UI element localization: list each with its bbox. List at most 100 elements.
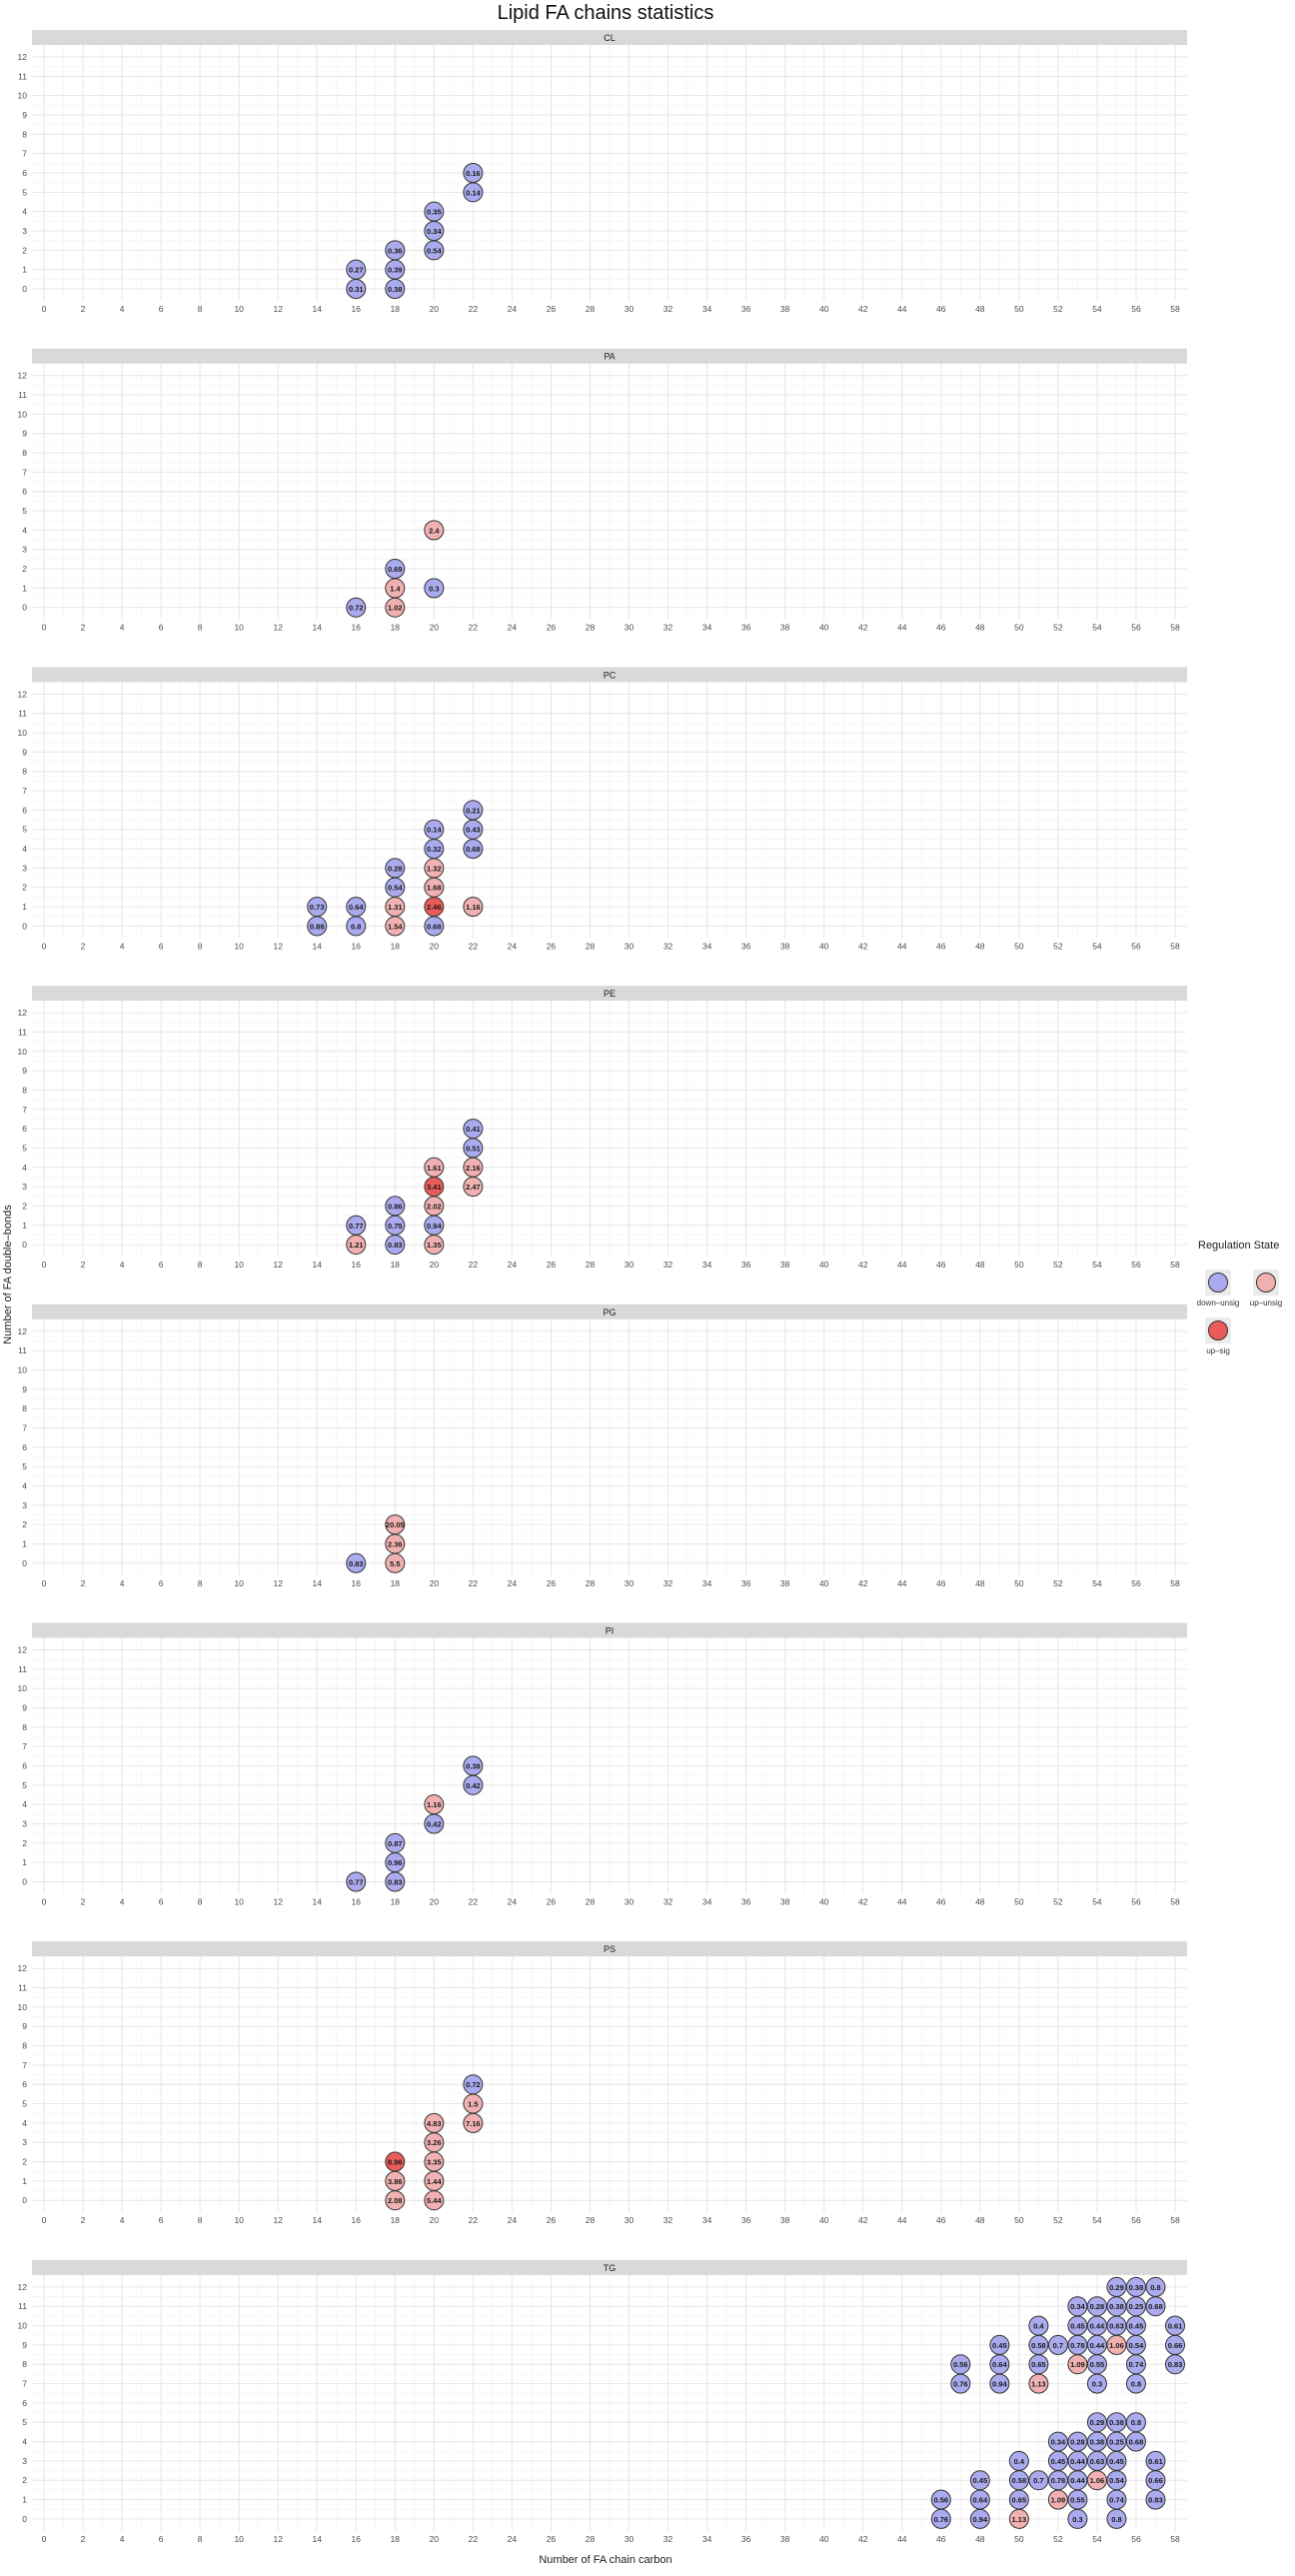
x-tick-label: 52 [1053, 623, 1063, 633]
y-tick-label: 9 [22, 1703, 27, 1713]
data-label: 0.87 [388, 1839, 403, 1848]
y-tick-label: 12 [18, 1645, 28, 1655]
y-tick-label: 5 [22, 1780, 27, 1790]
data-label: 0.14 [466, 188, 481, 197]
y-tick-label: 4 [22, 2118, 27, 2128]
y-tick-label: 12 [18, 1963, 28, 1973]
x-tick-label: 54 [1092, 1578, 1102, 1588]
data-label: 0.68 [1129, 2438, 1144, 2447]
x-tick-label: 42 [858, 1897, 868, 1907]
y-tick-label: 9 [22, 429, 27, 439]
y-tick-label: 1 [22, 2495, 27, 2505]
data-label: 0.16 [466, 169, 481, 178]
x-tick-label: 28 [586, 1897, 596, 1907]
facet-strip-label: PI [606, 1626, 615, 1636]
x-tick-label: 12 [273, 2215, 283, 2225]
data-point [385, 2151, 406, 2172]
data-label: 0.83 [1148, 2496, 1163, 2505]
x-tick-label: 44 [897, 623, 907, 633]
x-tick-label: 26 [547, 2215, 557, 2225]
data-label: 0.69 [388, 565, 403, 574]
data-point [930, 2489, 951, 2510]
x-tick-label: 56 [1131, 1897, 1141, 1907]
data-label: 1.4 [390, 584, 401, 593]
x-tick-label: 48 [975, 2215, 985, 2225]
data-label: 0.8 [1131, 2380, 1141, 2389]
y-tick-label: 2 [22, 1201, 27, 1211]
facet-strip [32, 986, 1187, 1002]
data-label: 1.16 [427, 1800, 442, 1809]
data-label: 0.38 [1129, 2283, 1144, 2292]
y-tick-label: 10 [18, 2002, 28, 2012]
y-tick-label: 11 [18, 1027, 27, 1037]
x-tick-label: 20 [430, 941, 440, 951]
data-label: 0.76 [953, 2380, 968, 2389]
x-tick-label: 20 [430, 304, 440, 314]
data-label: 0.55 [1090, 2360, 1105, 2369]
y-tick-label: 9 [22, 2340, 27, 2350]
x-tick-label: 8 [198, 2534, 203, 2544]
x-tick-label: 58 [1170, 304, 1180, 314]
x-tick-label: 0 [42, 2534, 47, 2544]
facet-strip-label: PG [603, 1307, 616, 1317]
data-label: 0.41 [466, 1125, 481, 1134]
data-point [1086, 2296, 1107, 2317]
y-tick-label: 2 [22, 1838, 27, 1848]
x-tick-label: 58 [1170, 2215, 1180, 2225]
x-tick-label: 44 [897, 1897, 907, 1907]
legend-label-up-sig: up–sig [1206, 1346, 1230, 1355]
data-label: 0.96 [388, 1858, 403, 1867]
x-tick-label: 52 [1053, 2215, 1063, 2225]
x-tick-label: 46 [936, 941, 946, 951]
x-tick-label: 10 [234, 2215, 244, 2225]
legend-item-down-unsig: down–unsig [1194, 1270, 1242, 1307]
x-tick-label: 38 [780, 2534, 790, 2544]
data-label: 1.68 [427, 884, 442, 893]
data-label: 0.42 [466, 1781, 481, 1790]
data-label: 0.56 [953, 2360, 968, 2369]
data-label: 0.38 [466, 1762, 481, 1771]
x-tick-label: 30 [625, 1260, 635, 1270]
data-point [463, 2074, 484, 2095]
x-tick-label: 20 [430, 2215, 440, 2225]
x-tick-label: 6 [159, 2215, 164, 2225]
x-tick-label: 2 [81, 623, 86, 633]
data-label: 0.45 [973, 2476, 988, 2485]
data-label: 0.44 [1090, 2322, 1105, 2331]
y-tick-label: 4 [22, 525, 27, 535]
data-point [346, 597, 367, 618]
data-label: 0.44 [1070, 2457, 1085, 2466]
data-label: 1.54 [388, 922, 403, 931]
data-point [969, 2470, 990, 2491]
data-label: 1.06 [1109, 2341, 1124, 2350]
y-tick-label: 8 [22, 1722, 27, 1732]
y-tick-label: 12 [18, 2282, 28, 2292]
data-point [1008, 2450, 1029, 2471]
data-point [463, 800, 484, 821]
data-label: 0.4 [1033, 2322, 1044, 2331]
data-label: 0.8 [1111, 2515, 1121, 2524]
x-tick-label: 52 [1053, 1578, 1063, 1588]
x-tick-label: 24 [508, 941, 518, 951]
y-tick-label: 7 [22, 149, 27, 159]
x-tick-label: 44 [897, 1260, 907, 1270]
data-label: 0.36 [388, 246, 403, 255]
data-label: 0.83 [349, 1559, 364, 1568]
data-label: 0.56 [933, 2496, 948, 2505]
x-tick-label: 0 [42, 623, 47, 633]
y-tick-label: 9 [22, 1066, 27, 1076]
x-tick-label: 4 [120, 623, 125, 633]
facet-strip-label: CL [604, 33, 616, 43]
data-label: 0.83 [388, 1878, 403, 1887]
x-tick-label: 56 [1131, 2215, 1141, 2225]
x-tick-label: 16 [352, 1260, 362, 1270]
x-tick-label: 40 [819, 1578, 829, 1588]
data-label: 0.38 [388, 285, 403, 294]
x-tick-label: 24 [508, 304, 518, 314]
x-tick-label: 14 [313, 1260, 323, 1270]
data-label: 0.94 [973, 2515, 988, 2524]
x-tick-label: 42 [858, 941, 868, 951]
x-tick-label: 10 [234, 2534, 244, 2544]
y-tick-label: 1 [22, 583, 27, 593]
x-tick-label: 0 [42, 304, 47, 314]
